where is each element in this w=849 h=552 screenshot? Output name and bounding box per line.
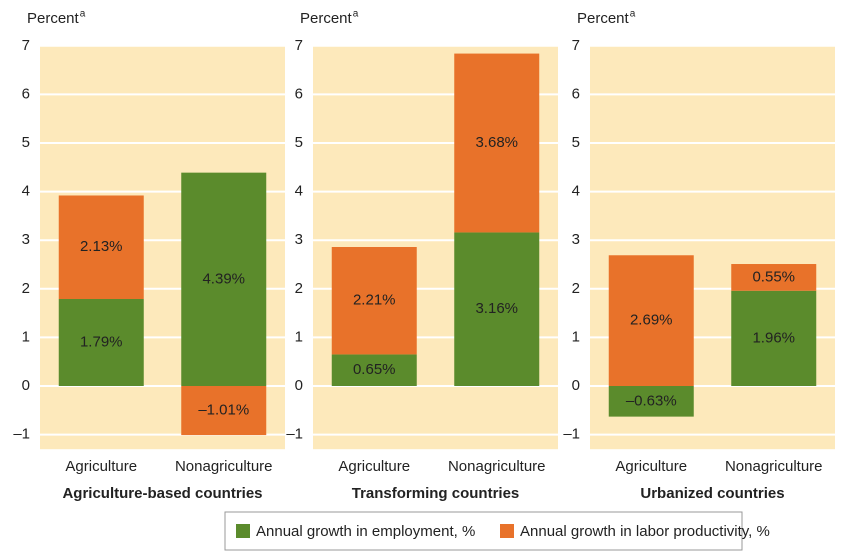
y-tick-label: 3 xyxy=(572,231,580,248)
y-tick-label: 7 xyxy=(295,37,303,54)
value-label: 0.65% xyxy=(353,361,396,378)
bar-segment xyxy=(331,354,417,386)
y-tick-label: 4 xyxy=(295,183,303,200)
bar-segment xyxy=(181,172,267,386)
value-label: 1.96% xyxy=(752,329,795,346)
y-tick-label: 7 xyxy=(22,37,30,54)
y-tick-label: 1 xyxy=(295,328,303,345)
y-tick-label: –1 xyxy=(563,426,580,443)
bar-segment xyxy=(58,299,144,386)
x-tick-label: Nonagriculture xyxy=(175,458,273,475)
y-tick-label: 5 xyxy=(295,134,303,151)
y-tick-label: 0 xyxy=(22,377,30,394)
group-title: Urbanized countries xyxy=(640,485,784,502)
group-title: Transforming countries xyxy=(352,485,520,502)
y-tick-label: 1 xyxy=(22,328,30,345)
x-tick-label: Agriculture xyxy=(338,458,410,475)
y-tick-label: 6 xyxy=(295,85,303,102)
legend-swatch xyxy=(236,524,250,538)
y-tick-label: 3 xyxy=(295,231,303,248)
legend-swatch xyxy=(500,524,514,538)
y-tick-label: 5 xyxy=(22,134,30,151)
value-label: 3.16% xyxy=(475,300,518,317)
y-axis-label: Percent xyxy=(27,10,80,27)
bar-segment xyxy=(454,53,540,233)
y-tick-label: 4 xyxy=(22,183,30,200)
value-label: 2.13% xyxy=(80,238,123,255)
y-tick-label: 0 xyxy=(572,377,580,394)
y-tick-label: 3 xyxy=(22,231,30,248)
bar-segment xyxy=(731,290,817,386)
bar-segment xyxy=(181,386,267,436)
bar-segment xyxy=(608,386,694,417)
y-tick-label: 7 xyxy=(572,37,580,54)
x-tick-label: Nonagriculture xyxy=(725,458,823,475)
bar-segment xyxy=(58,195,144,300)
y-tick-label: 0 xyxy=(295,377,303,394)
legend-box xyxy=(224,511,743,551)
x-tick-label: Nonagriculture xyxy=(448,458,546,475)
y-tick-label: 6 xyxy=(572,85,580,102)
value-label: 4.39% xyxy=(202,270,245,287)
y-tick-label: 5 xyxy=(572,134,580,151)
x-tick-label: Agriculture xyxy=(615,458,687,475)
value-label: 2.69% xyxy=(630,312,673,329)
bar-segment xyxy=(454,232,540,386)
bar-segment xyxy=(608,255,694,386)
y-tick-label: 2 xyxy=(295,280,303,297)
y-axis-label: Percent xyxy=(300,10,353,27)
y-tick-label: 2 xyxy=(22,280,30,297)
y-tick-label: 4 xyxy=(572,183,580,200)
y-tick-label: –1 xyxy=(13,426,30,443)
y-tick-label: 6 xyxy=(22,85,30,102)
y-tick-label: 1 xyxy=(572,328,580,345)
value-label: 1.79% xyxy=(80,333,123,350)
y-axis-label-note: a xyxy=(353,9,359,20)
bar-segment xyxy=(731,264,817,291)
value-label: 3.68% xyxy=(475,134,518,151)
value-label: 0.55% xyxy=(752,268,795,285)
y-axis-label-note: a xyxy=(80,9,86,20)
y-tick-label: 2 xyxy=(572,280,580,297)
value-label: –1.01% xyxy=(198,402,249,419)
y-tick-label: –1 xyxy=(286,426,303,443)
y-axis-label: Percent xyxy=(577,10,630,27)
bar-segment xyxy=(331,247,417,355)
x-tick-label: Agriculture xyxy=(65,458,137,475)
value-label: –0.63% xyxy=(626,392,677,409)
y-axis-label-note: a xyxy=(630,9,636,20)
group-title: Agriculture-based countries xyxy=(62,485,262,502)
legend-label: Annual growth in labor productivity, % xyxy=(520,523,770,540)
legend-label: Annual growth in employment, % xyxy=(256,523,475,540)
value-label: 2.21% xyxy=(353,292,396,309)
